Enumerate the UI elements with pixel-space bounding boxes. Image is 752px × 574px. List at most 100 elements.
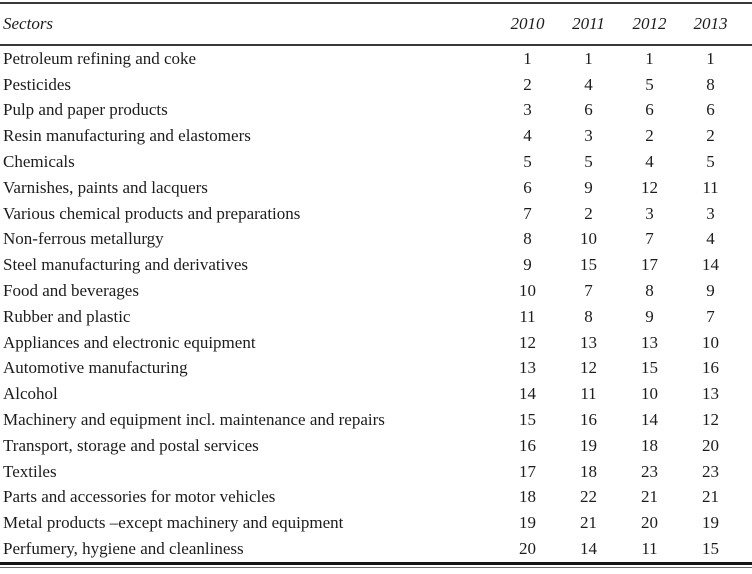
spacer [741, 201, 752, 227]
rank-2011: 6 [584, 100, 593, 120]
rank-2010: 9 [523, 255, 532, 275]
table-row: Resin manufacturing and elastomers 4 3 2 2 [0, 123, 752, 149]
spacer [741, 45, 752, 72]
rank-2012: 12 [641, 177, 658, 197]
table-row: Parts and accessories for motor vehicles… [0, 485, 752, 511]
rank-2013: 6 [706, 100, 715, 120]
table-row: Steel manufacturing and derivatives 9 15 17… [0, 252, 752, 278]
rank-2012: 6 [645, 100, 654, 120]
sector-name: Pulp and paper products [3, 100, 168, 120]
rank-2013: 12 [702, 410, 719, 430]
sector-name: Machinery and equipment incl. maintenanc… [3, 410, 385, 430]
rank-2013: 11 [702, 177, 719, 197]
table-row: Alcohol 14 11 10 13 [0, 381, 752, 407]
rank-2010: 18 [519, 487, 536, 507]
table-row: Chemicals 5 5 4 5 [0, 149, 752, 175]
rank-2011: 18 [580, 461, 597, 481]
sector-name: Chemicals [3, 152, 75, 172]
bottom-rule-thin [0, 566, 752, 568]
spacer [741, 485, 752, 511]
sector-name: Varnishes, paints and lacquers [3, 177, 208, 197]
rank-2012: 10 [641, 384, 658, 404]
spacer [741, 3, 752, 46]
table-row: Pesticides 2 4 5 8 [0, 72, 752, 98]
spacer [741, 407, 752, 433]
spacer [741, 433, 752, 459]
table-row: Appliances and electronic equipment 12 13 1… [0, 330, 752, 356]
rank-2010: 10 [519, 281, 536, 301]
rank-2010: 7 [523, 203, 532, 223]
rank-2011: 15 [580, 255, 597, 275]
spacer [741, 252, 752, 278]
rank-2012: 2 [645, 126, 654, 146]
rank-2012: 20 [641, 513, 658, 533]
sector-name: Resin manufacturing and elastomers [3, 126, 251, 146]
table-row: Metal products –except machinery and equ… [0, 510, 752, 536]
rank-2013: 5 [706, 152, 715, 172]
rank-2013: 4 [706, 229, 715, 249]
rank-2013: 9 [706, 281, 715, 301]
sector-name: Non-ferrous metallurgy [3, 229, 164, 249]
rank-2011: 5 [584, 152, 593, 172]
table-row: Various chemical products and preparatio… [0, 201, 752, 227]
rank-2012: 11 [641, 539, 658, 559]
rank-2013: 8 [706, 74, 715, 94]
rank-2013: 20 [702, 435, 719, 455]
rank-2013: 7 [706, 306, 715, 326]
rank-2013: 2 [706, 126, 715, 146]
table-row: Transport, storage and postal services 16… [0, 433, 752, 459]
sector-name: Metal products –except machinery and equ… [3, 513, 344, 533]
rank-2011: 14 [580, 539, 597, 559]
rank-2011: 19 [580, 435, 597, 455]
table-row: Machinery and equipment incl. maintenanc… [0, 407, 752, 433]
rank-2011: 16 [580, 410, 597, 430]
header-row: Sectors 2010 2011 2012 2013 [0, 3, 752, 46]
rank-2010: 17 [519, 461, 536, 481]
spacer [741, 510, 752, 536]
rank-2010: 20 [519, 539, 536, 559]
rank-2010: 8 [523, 229, 532, 249]
rank-2011: 11 [580, 384, 597, 404]
rank-2010: 2 [523, 74, 532, 94]
spacer [741, 304, 752, 330]
rank-2011: 10 [580, 229, 597, 249]
table-row: Food and beverages 10 7 8 9 [0, 278, 752, 304]
table-row: Textiles 17 18 23 23 [0, 459, 752, 485]
sector-name: Appliances and electronic equipment [3, 332, 256, 352]
rank-2013: 16 [702, 358, 719, 378]
column-header-2010: 2010 [497, 3, 558, 46]
spacer [741, 278, 752, 304]
table-row: Automotive manufacturing 13 12 15 16 [0, 356, 752, 382]
rank-2012: 3 [645, 203, 654, 223]
rank-2011: 1 [584, 48, 593, 68]
spacer [741, 123, 752, 149]
column-header-2011: 2011 [558, 3, 619, 46]
rank-2012: 18 [641, 435, 658, 455]
rank-2012: 9 [645, 306, 654, 326]
rank-2010: 11 [519, 306, 536, 326]
spacer [741, 536, 752, 563]
table-row: Pulp and paper products 3 6 6 6 [0, 98, 752, 124]
rank-2011: 2 [584, 203, 593, 223]
column-header-2012: 2012 [619, 3, 680, 46]
sector-name: Food and beverages [3, 281, 139, 301]
spacer [741, 459, 752, 485]
sector-name: Pesticides [3, 74, 71, 94]
spacer [741, 227, 752, 253]
spacer [741, 330, 752, 356]
rank-2011: 9 [584, 177, 593, 197]
rank-2011: 7 [584, 281, 593, 301]
rank-2012: 13 [641, 332, 658, 352]
sector-name: Various chemical products and preparatio… [3, 203, 301, 223]
rank-2011: 3 [584, 126, 593, 146]
rank-2010: 15 [519, 410, 536, 430]
rank-2010: 19 [519, 513, 536, 533]
rank-2012: 7 [645, 229, 654, 249]
rank-2011: 8 [584, 306, 593, 326]
rank-2013: 13 [702, 384, 719, 404]
rank-2012: 8 [645, 281, 654, 301]
rank-2013: 19 [702, 513, 719, 533]
sector-name: Steel manufacturing and derivatives [3, 255, 248, 275]
table-row: Petroleum refining and coke 1 1 1 1 [0, 45, 752, 72]
